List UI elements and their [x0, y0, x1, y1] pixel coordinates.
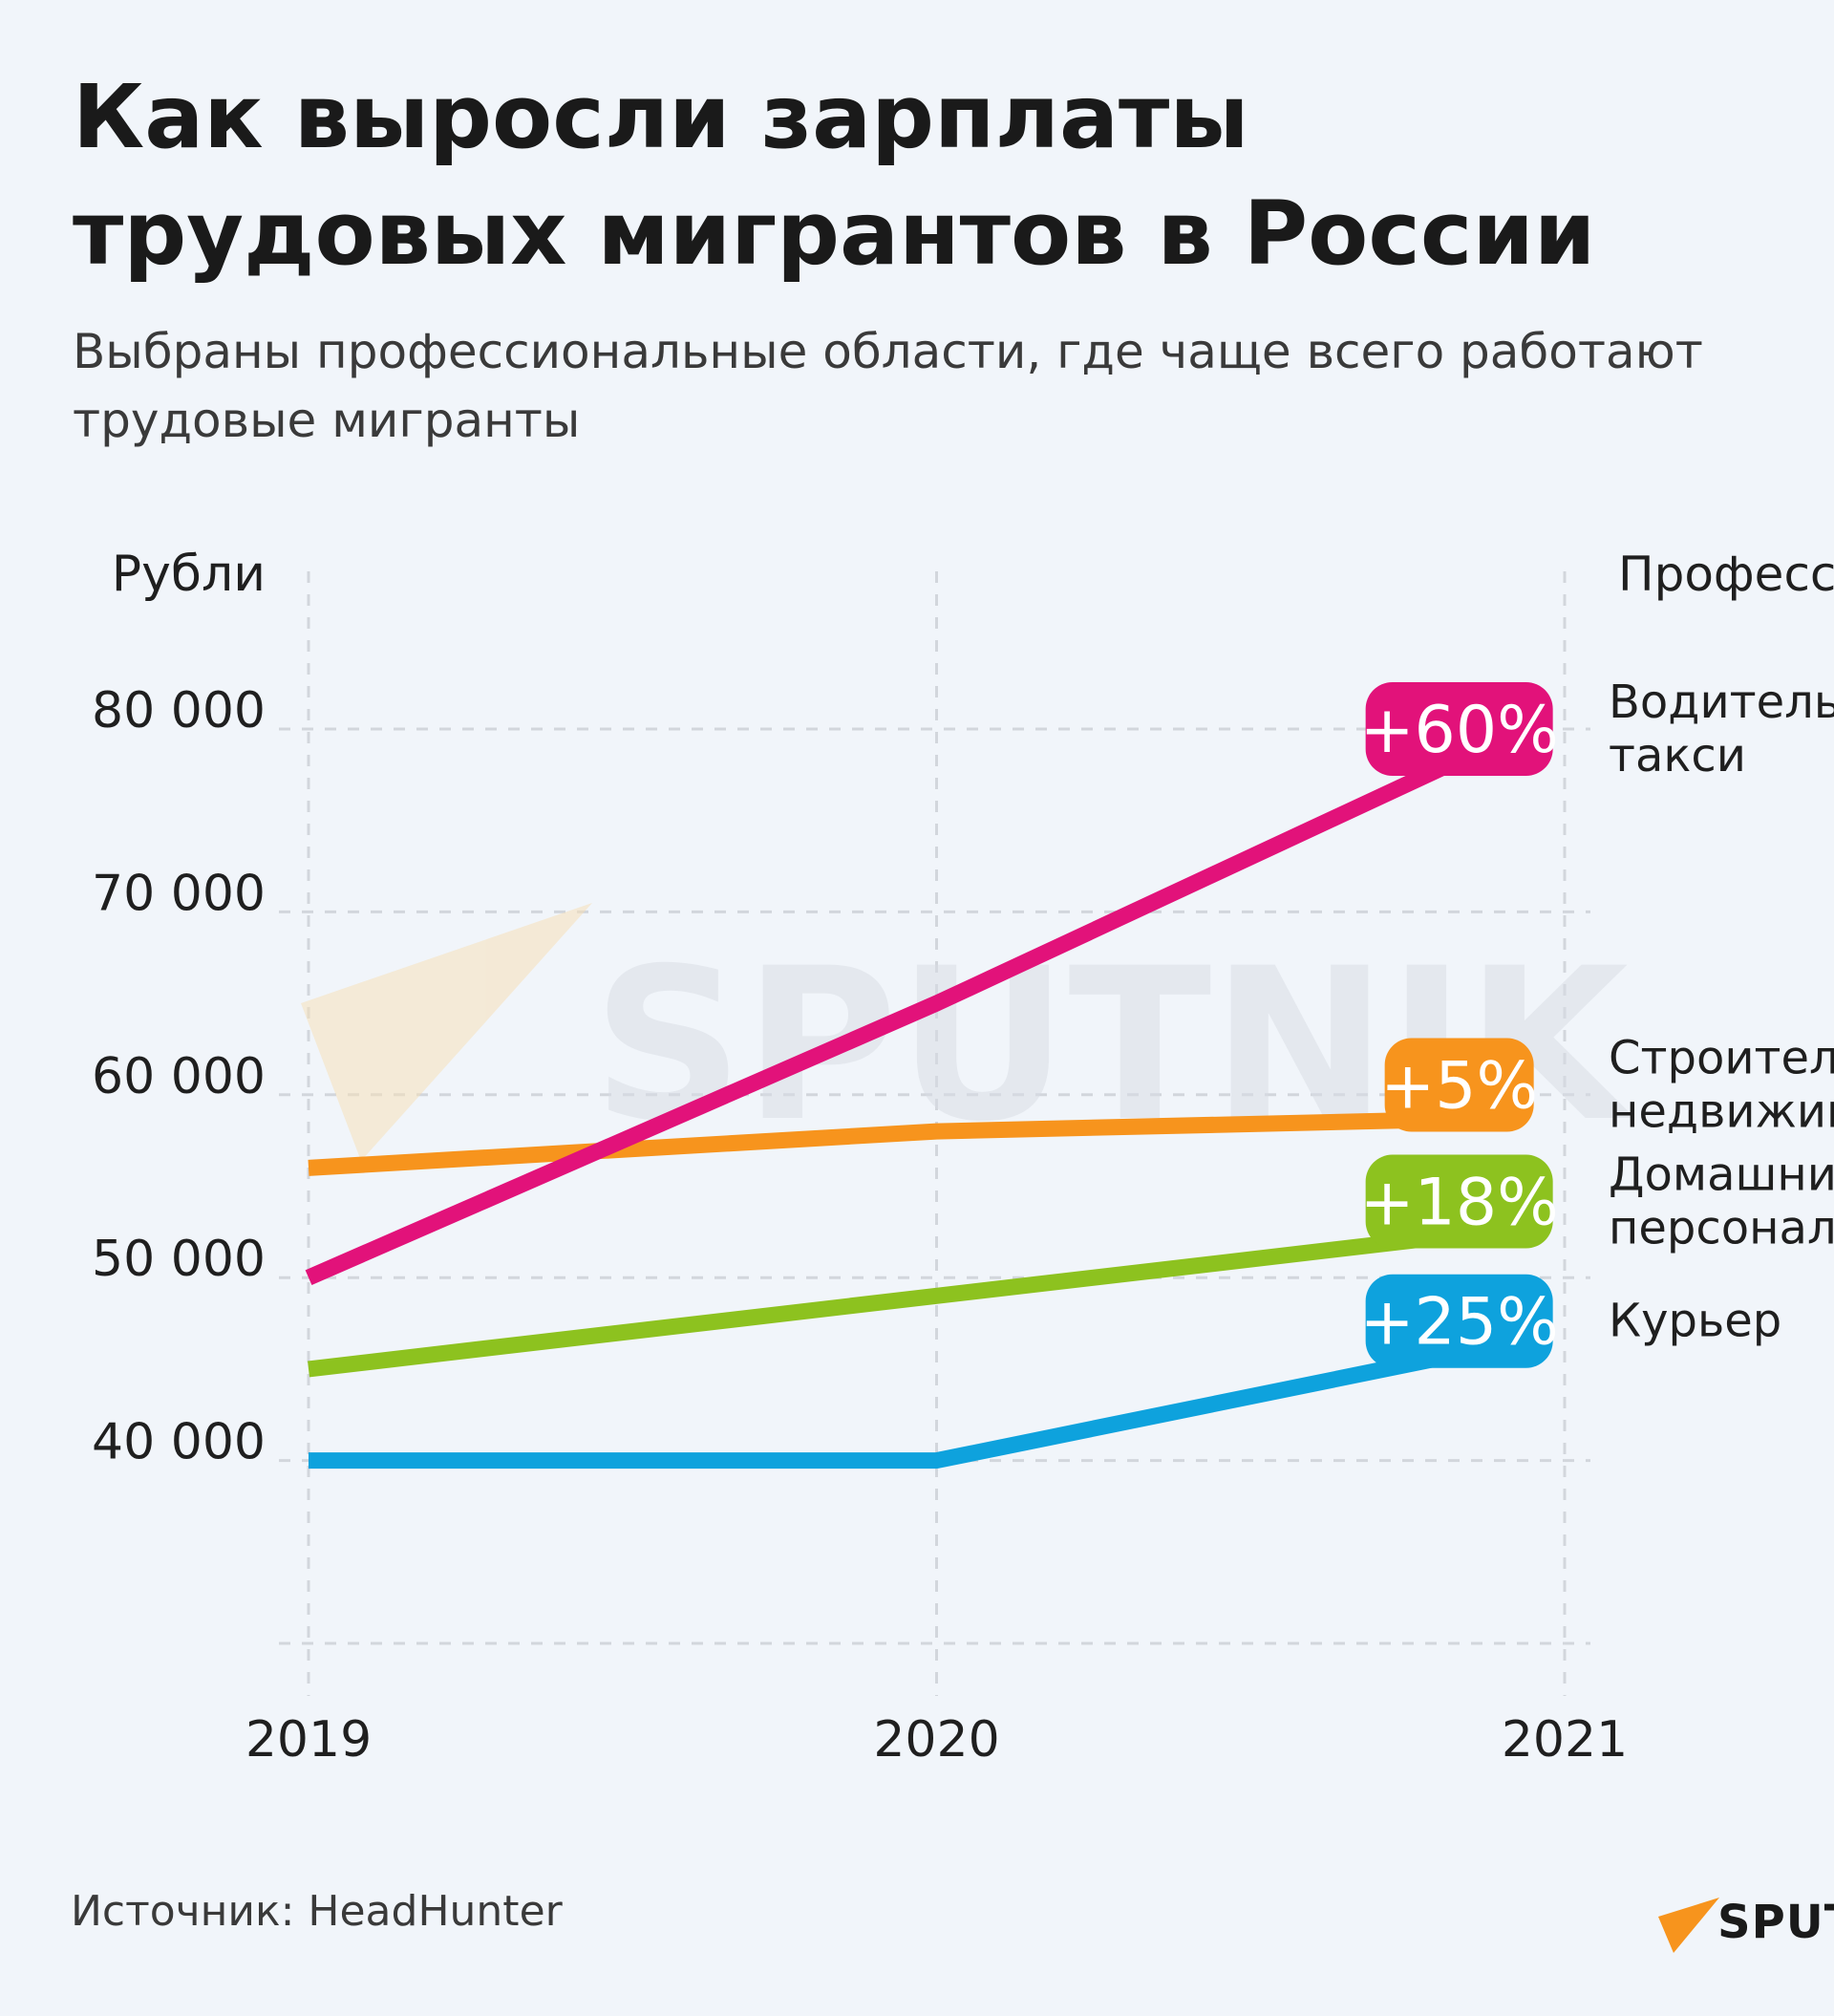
brand-name: SPUTNIK: [1717, 1896, 1834, 1949]
series-line: [309, 1347, 1454, 1469]
change-badge: +25%: [1360, 1274, 1559, 1368]
legend-entry: Домашнийперсонал: [1609, 1148, 1834, 1255]
legend-label: Курьер: [1609, 1295, 1781, 1348]
y-axis-label: Рубли: [112, 546, 266, 603]
watermark-logo-icon: [301, 903, 592, 1161]
page-subtitle: Выбраны профессиональные области, где ча…: [73, 324, 1703, 448]
legend-entry: Строительство,недвижимость: [1609, 1032, 1834, 1139]
change-badge-bg: [1384, 1038, 1534, 1132]
legend-label: недвижимость: [1609, 1085, 1834, 1139]
grid: [279, 571, 1590, 1696]
change-badge: +5%: [1380, 1038, 1538, 1132]
legend-label: персонал: [1609, 1202, 1834, 1255]
change-badge: +60%: [1360, 681, 1559, 776]
axes: Рубли Профессии 80 000 70 000 60 000 50 000…: [92, 546, 1834, 1769]
change-badge-label: +25%: [1360, 1285, 1559, 1361]
legend-label: Водитель: [1609, 676, 1834, 729]
legend-entry: Курьер: [1609, 1295, 1781, 1348]
change-badge-label: +5%: [1380, 1049, 1538, 1125]
legend-label: Домашний: [1609, 1148, 1834, 1202]
change-badge-bg: [1365, 1274, 1553, 1368]
x-tick-label: 2020: [873, 1711, 999, 1769]
y-tick-label: 80 000: [92, 682, 266, 740]
legend-label: такси: [1609, 729, 1746, 783]
series-badges: +60% +5% +18% +25%: [1360, 681, 1559, 1368]
change-badge-bg: [1365, 681, 1553, 776]
x-tick-label: 2021: [1502, 1711, 1628, 1769]
series-lines: [305, 756, 1456, 1469]
change-badge-bg: [1365, 1154, 1553, 1249]
title-line-2: трудовых мигрантов в России: [73, 182, 1596, 285]
source-note: Источник: HeadHunter: [71, 1887, 563, 1936]
title-line-1: Как выросли зарплаты: [73, 66, 1249, 168]
brand-logo: SPUTNIK: [1656, 1894, 1834, 1961]
legend-title: Профессии: [1618, 547, 1834, 602]
y-tick-label: 50 000: [92, 1231, 266, 1288]
series-line: [308, 1228, 1453, 1378]
y-tick-label: 40 000: [92, 1414, 266, 1471]
change-badge: +18%: [1360, 1154, 1559, 1249]
x-tick-label: 2019: [245, 1711, 372, 1769]
change-badge-label: +60%: [1360, 693, 1559, 768]
change-badge-label: +18%: [1360, 1166, 1559, 1241]
sputnik-logo-icon: [1658, 1898, 1719, 1953]
legend-label: Строительство,: [1609, 1032, 1834, 1085]
y-tick-label: 70 000: [92, 865, 266, 922]
page-title: Как выросли зарплаты трудовых мигрантов …: [73, 59, 1792, 292]
legend: ВодительтаксиСтроительство,недвижимостьД…: [1609, 676, 1834, 1348]
y-tick-label: 60 000: [92, 1048, 266, 1105]
